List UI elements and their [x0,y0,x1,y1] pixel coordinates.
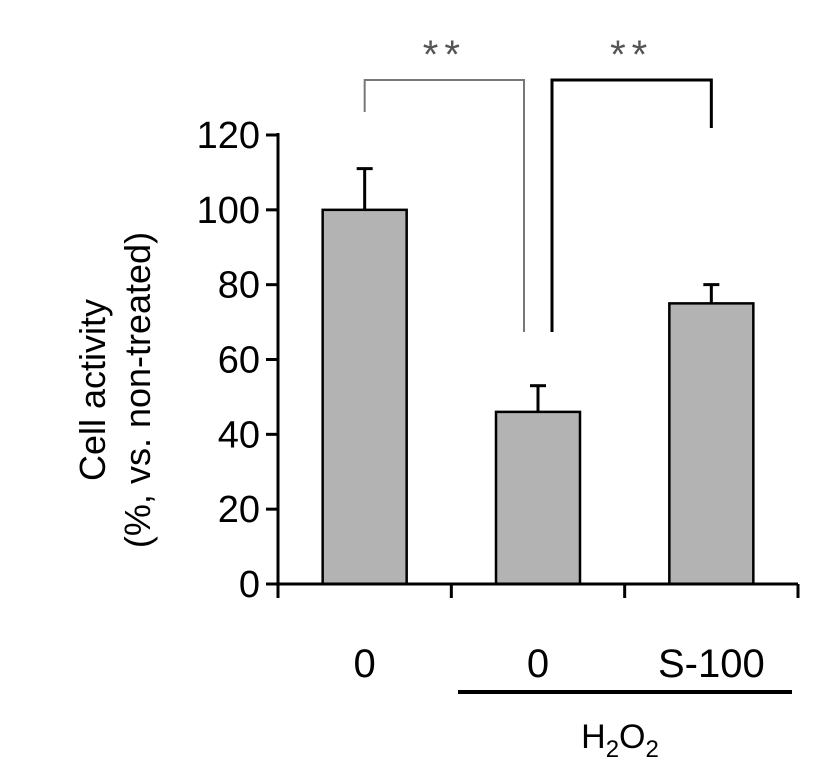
y-tick-label: 60 [218,340,260,382]
x-axis-labels: 0 0 S-100 [354,642,765,686]
y-tick-label: 0 [239,564,260,606]
significance-bracket [550,78,713,332]
significance-bracket [363,79,525,332]
y-tick-label: 120 [197,115,260,157]
y-tick-label: 40 [218,414,260,456]
x-category-label: 0 [354,642,376,686]
y-tick-label: 100 [197,190,260,232]
significance-label: ** [610,33,653,77]
bar [494,410,582,586]
x-category-label: 0 [527,642,549,686]
axes [276,133,800,598]
y-axis-title-line2: (%, vs. non-treated) [117,232,158,548]
y-axis-ticks: 0 20 40 60 80 100 120 [197,115,278,606]
y-axis-title-line1: Cell activity [72,299,113,481]
y-axis-title: Cell activity (%, vs. non-treated) [72,232,158,548]
treatment-group: H2O2 [458,690,792,763]
x-category-label: S-100 [658,642,765,686]
group-label: H2O2 [581,718,659,763]
bars [321,167,755,586]
bar [668,302,755,586]
significance-brackets: ** ** [363,33,713,332]
bar [321,208,408,586]
y-tick-label: 20 [218,489,260,531]
y-tick-label: 80 [218,265,260,307]
significance-label: ** [423,33,466,77]
